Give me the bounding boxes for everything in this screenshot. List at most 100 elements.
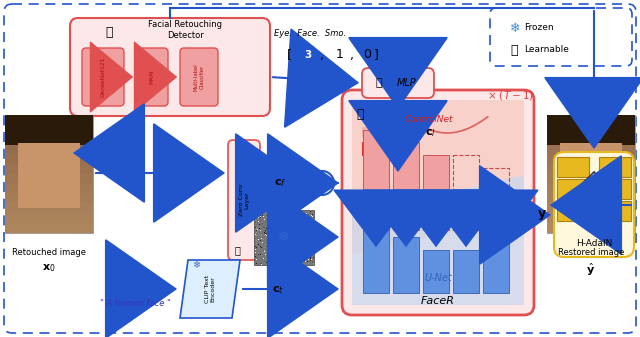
Bar xyxy=(423,155,449,230)
Text: ControlNet: ControlNet xyxy=(405,116,454,124)
Text: ❄: ❄ xyxy=(278,230,290,244)
Bar xyxy=(393,237,419,293)
Circle shape xyxy=(298,45,318,65)
FancyBboxPatch shape xyxy=(557,179,589,199)
Bar xyxy=(5,125,93,134)
Bar xyxy=(423,250,449,293)
Text: Frozen: Frozen xyxy=(524,24,554,32)
Text: ❄: ❄ xyxy=(192,260,200,270)
Text: 🔥: 🔥 xyxy=(375,78,381,88)
FancyBboxPatch shape xyxy=(82,48,124,106)
Text: MLP: MLP xyxy=(397,78,417,88)
Bar xyxy=(547,164,635,174)
Text: 3: 3 xyxy=(305,50,312,60)
Text: [: [ xyxy=(287,49,292,61)
Text: $\hat{\mathbf{y}}$: $\hat{\mathbf{y}}$ xyxy=(586,262,596,278)
Bar xyxy=(5,213,93,223)
FancyBboxPatch shape xyxy=(490,8,632,66)
Bar xyxy=(362,142,404,156)
Text: Facial Retouching
Detector: Facial Retouching Detector xyxy=(148,20,222,40)
Bar xyxy=(547,154,635,164)
Bar xyxy=(363,225,389,293)
FancyBboxPatch shape xyxy=(18,143,80,208)
Bar xyxy=(5,203,93,213)
Bar xyxy=(362,112,418,123)
Text: Retouched image: Retouched image xyxy=(12,248,86,257)
Bar xyxy=(547,144,635,154)
FancyBboxPatch shape xyxy=(557,201,589,221)
FancyBboxPatch shape xyxy=(180,48,218,106)
FancyBboxPatch shape xyxy=(342,90,534,315)
Polygon shape xyxy=(352,100,524,255)
FancyBboxPatch shape xyxy=(5,115,93,145)
Text: DenseNet121: DenseNet121 xyxy=(100,57,106,97)
Text: 0: 0 xyxy=(363,49,371,61)
Text: $\mathbf{c}_t$: $\mathbf{c}_t$ xyxy=(272,284,284,296)
Text: $\mathbf{c}_l$: $\mathbf{c}_l$ xyxy=(425,127,436,139)
Bar xyxy=(5,184,93,193)
FancyBboxPatch shape xyxy=(228,140,260,260)
Bar xyxy=(547,193,635,203)
Text: Multi-label
Classifier: Multi-label Classifier xyxy=(193,63,204,91)
Bar xyxy=(483,168,509,230)
Text: 🔥: 🔥 xyxy=(356,108,364,121)
Text: $\mathbf{x}_0$: $\mathbf{x}_0$ xyxy=(42,262,56,274)
Text: 🔥: 🔥 xyxy=(234,245,240,255)
Text: 🔥: 🔥 xyxy=(510,43,518,57)
Text: Learnable: Learnable xyxy=(524,45,569,55)
Text: $\mathbf{y}$: $\mathbf{y}$ xyxy=(537,208,547,222)
Bar xyxy=(453,155,479,230)
Bar xyxy=(547,115,635,125)
Text: 🔥: 🔥 xyxy=(105,26,113,38)
FancyArrowPatch shape xyxy=(403,109,488,133)
FancyBboxPatch shape xyxy=(554,152,634,257)
Bar xyxy=(547,203,635,213)
FancyBboxPatch shape xyxy=(362,68,434,98)
Text: U-Net: U-Net xyxy=(424,273,452,283)
FancyBboxPatch shape xyxy=(5,115,93,233)
FancyBboxPatch shape xyxy=(599,179,631,199)
FancyBboxPatch shape xyxy=(560,143,622,208)
Bar xyxy=(363,130,389,230)
Text: ❄: ❄ xyxy=(510,22,520,34)
Bar xyxy=(5,134,93,144)
Bar xyxy=(547,125,635,134)
Text: ,: , xyxy=(350,49,354,61)
Bar xyxy=(5,144,93,154)
Bar xyxy=(453,250,479,293)
Text: Zero Conv
Layer: Zero Conv Layer xyxy=(239,184,250,216)
Text: $\times$ $(T - 1)$: $\times$ $(T - 1)$ xyxy=(486,89,533,101)
Bar xyxy=(362,127,418,138)
Bar xyxy=(5,223,93,233)
FancyBboxPatch shape xyxy=(70,18,270,116)
Bar xyxy=(547,213,635,223)
Bar xyxy=(5,193,93,203)
Text: " A human face ": " A human face " xyxy=(100,299,171,307)
Text: ,: , xyxy=(320,49,324,61)
Text: Restored image: Restored image xyxy=(558,248,624,257)
Text: +: + xyxy=(316,176,328,190)
Bar xyxy=(547,184,635,193)
Text: $\mathbf{c}_f$: $\mathbf{c}_f$ xyxy=(274,177,286,189)
Bar xyxy=(393,142,419,230)
Bar xyxy=(547,174,635,184)
Text: CLIP Text
Encoder: CLIP Text Encoder xyxy=(205,275,216,303)
Bar xyxy=(5,115,93,125)
Bar xyxy=(5,174,93,184)
FancyBboxPatch shape xyxy=(547,115,635,145)
Text: FaceR: FaceR xyxy=(421,296,455,306)
Circle shape xyxy=(310,171,334,195)
Text: MAM: MAM xyxy=(150,70,154,84)
Bar xyxy=(5,154,93,164)
Text: H-AdaIN: H-AdaIN xyxy=(576,239,612,248)
Polygon shape xyxy=(578,172,610,204)
FancyBboxPatch shape xyxy=(599,157,631,177)
Text: ]: ] xyxy=(374,49,379,61)
Text: 1: 1 xyxy=(336,49,344,61)
Text: Eye.  Face.  Smo.: Eye. Face. Smo. xyxy=(274,29,346,37)
Bar xyxy=(547,223,635,233)
Bar xyxy=(547,134,635,144)
Polygon shape xyxy=(352,175,524,305)
FancyBboxPatch shape xyxy=(599,201,631,221)
Bar xyxy=(483,237,509,293)
